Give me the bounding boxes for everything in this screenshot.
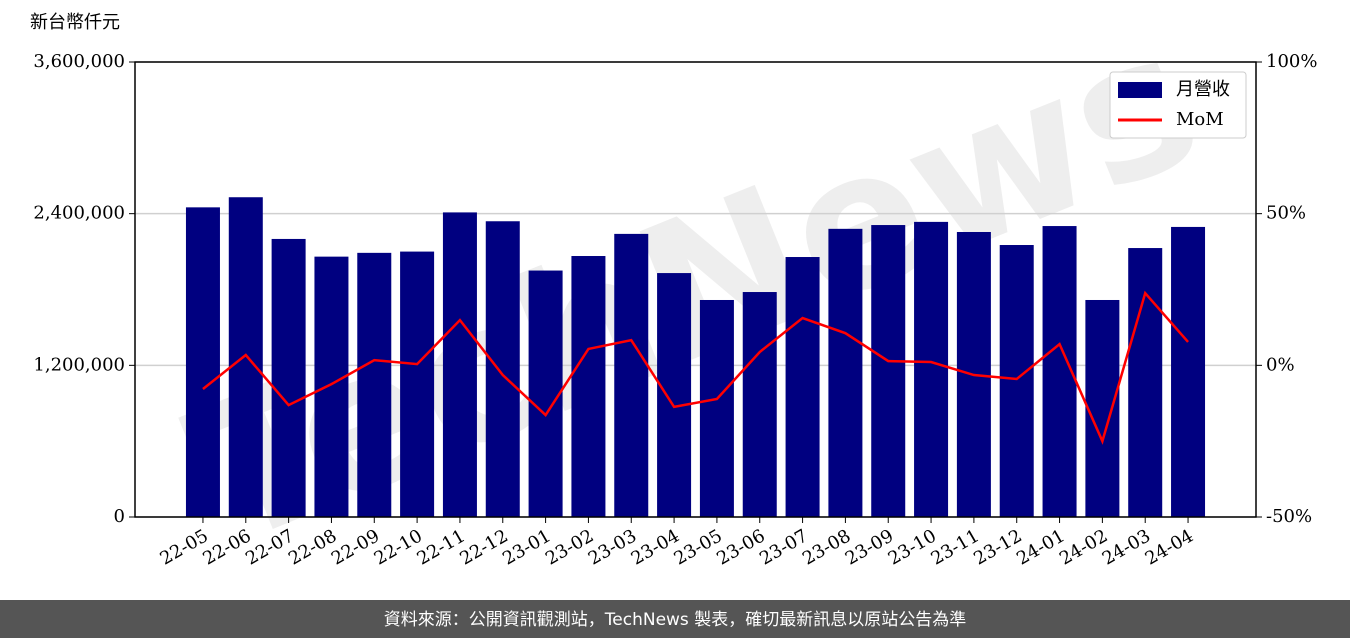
- bar: [1171, 226, 1206, 517]
- y2-tick-label: 50%: [1266, 203, 1306, 224]
- x-tick-label: 23-11: [927, 525, 982, 569]
- bar: [357, 252, 392, 517]
- y-tick-label: 1,200,000: [33, 354, 125, 375]
- x-tick-label: 23-02: [542, 525, 597, 569]
- plot-frame: [134, 61, 1257, 518]
- bar: [657, 273, 692, 517]
- bar: [185, 207, 220, 517]
- x-tick-label: 24-01: [1013, 525, 1068, 569]
- x-tick-label: 23-01: [499, 525, 554, 569]
- bar: [742, 292, 777, 517]
- y-tick-label: 3,600,000: [33, 51, 125, 72]
- x-tick-label: 23-10: [885, 525, 940, 569]
- bar: [699, 299, 734, 517]
- bar: [528, 270, 563, 517]
- x-tick-label: 22-11: [413, 525, 468, 569]
- x-tick-label: 23-04: [628, 525, 683, 569]
- bar: [999, 245, 1034, 517]
- bar: [871, 225, 906, 517]
- x-tick-label: 22-12: [456, 525, 511, 569]
- y-axis-label: 新台幣仟元: [30, 12, 120, 33]
- x-tick-label: 24-02: [1056, 525, 1111, 569]
- x-tick-label: 23-05: [670, 525, 725, 569]
- bar: [571, 256, 606, 517]
- y2-tick-label: 100%: [1266, 51, 1317, 72]
- x-tick-label: 24-04: [1142, 525, 1197, 569]
- legend-label: 月營收: [1176, 79, 1230, 100]
- bar: [400, 251, 435, 518]
- bar: [828, 228, 863, 518]
- line: [202, 290, 1189, 445]
- x-tick-label: 23-03: [585, 525, 640, 569]
- legend-label: MoM: [1176, 109, 1224, 130]
- x-tick-label: 22-05: [157, 525, 212, 569]
- footer-bar: [0, 600, 1350, 638]
- footer: 資料來源：公開資訊觀測站，TechNews 製表，確切最新訊息以原站公告為準: [384, 610, 966, 630]
- y-tick-label: 2,400,000: [33, 203, 125, 224]
- x-tick-label: 23-07: [756, 525, 811, 569]
- bar: [271, 238, 306, 517]
- x-tick-label: 23-09: [842, 525, 897, 569]
- bar: [785, 257, 820, 517]
- x-tick-label: 23-12: [970, 525, 1025, 569]
- bar: [1085, 299, 1120, 517]
- bar: [485, 221, 520, 517]
- x-tick-label: 23-08: [799, 525, 854, 569]
- legend-swatch: [1118, 82, 1162, 98]
- bar: [314, 256, 349, 517]
- x-tick-label: 24-03: [1099, 525, 1154, 569]
- bar: [228, 197, 263, 517]
- x-tick-label: 23-06: [713, 525, 768, 569]
- y2-tick-label: 0%: [1266, 354, 1295, 375]
- bar: [614, 233, 649, 517]
- bar: [442, 212, 477, 517]
- y2-tick-label: -50%: [1266, 506, 1312, 527]
- bar: [914, 221, 949, 517]
- y-tick-label: 0: [114, 506, 125, 527]
- bar: [1128, 248, 1163, 518]
